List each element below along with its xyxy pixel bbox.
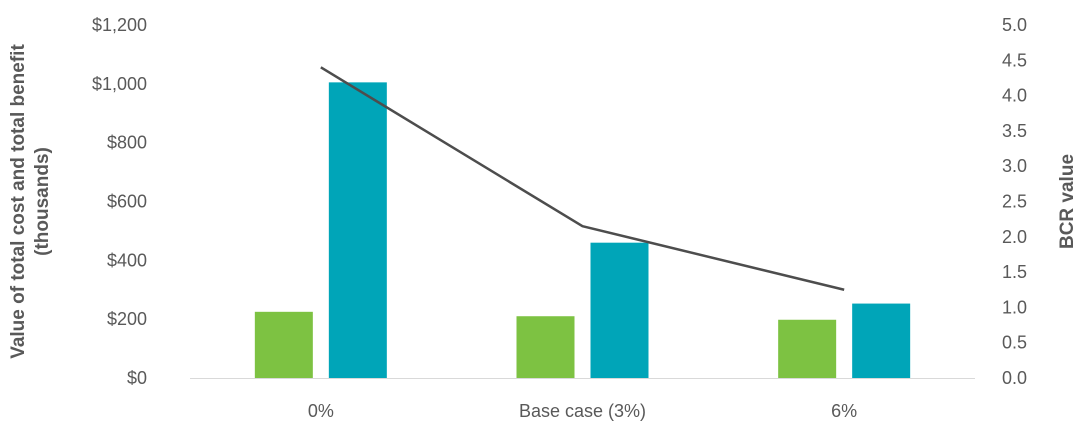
right-tick-label: 3.5 — [1002, 121, 1027, 141]
left-axis-ticks: $0 $200 $400 $600 $800 $1,000 $1,200 — [92, 15, 147, 388]
left-axis-title-line: Value of total cost and total benefit — [8, 44, 29, 359]
right-tick-label: 2.0 — [1002, 227, 1027, 247]
left-axis-title-line: (thousands) — [32, 147, 53, 256]
right-tick-label: 1.5 — [1002, 262, 1027, 282]
bar-series-1 — [778, 319, 837, 378]
bar-series-2 — [852, 303, 911, 378]
category-label: Base case (3%) — [519, 401, 646, 421]
left-tick-label: $400 — [107, 250, 147, 270]
right-tick-label: 2.5 — [1002, 192, 1027, 212]
bcr-line-series — [320, 66, 845, 291]
right-tick-label: 0.5 — [1002, 333, 1027, 353]
category-label: 6% — [831, 401, 857, 421]
left-tick-label: $1,000 — [92, 74, 147, 94]
right-tick-label: 3.0 — [1002, 156, 1027, 176]
bar-series-2 — [590, 242, 649, 378]
left-tick-label: $200 — [107, 309, 147, 329]
right-tick-label: 5.0 — [1002, 15, 1027, 35]
right-tick-label: 1.0 — [1002, 297, 1027, 317]
right-tick-label: 4.0 — [1002, 86, 1027, 106]
left-tick-label: $1,200 — [92, 15, 147, 35]
bcr-line — [320, 66, 845, 291]
left-tick-label: $600 — [107, 192, 147, 212]
left-tick-label: $800 — [107, 133, 147, 153]
right-tick-label: 0.0 — [1002, 368, 1027, 388]
bars — [254, 82, 911, 379]
bar-series-2 — [328, 82, 387, 379]
bar-series-1 — [516, 316, 575, 378]
bar-series-1 — [254, 311, 313, 378]
x-axis-ticks: 0% Base case (3%) 6% — [308, 401, 857, 421]
left-axis-title: Value of total cost and total benefit (th… — [8, 44, 53, 359]
right-axis-ticks: 0.0 0.5 1.0 1.5 2.0 2.5 3.0 3.5 4.0 4.5 5.0 — [1002, 15, 1027, 388]
right-tick-label: 4.5 — [1002, 50, 1027, 70]
left-tick-label: $0 — [127, 368, 147, 388]
right-axis-title: BCR value — [1057, 154, 1078, 249]
category-label: 0% — [308, 401, 334, 421]
